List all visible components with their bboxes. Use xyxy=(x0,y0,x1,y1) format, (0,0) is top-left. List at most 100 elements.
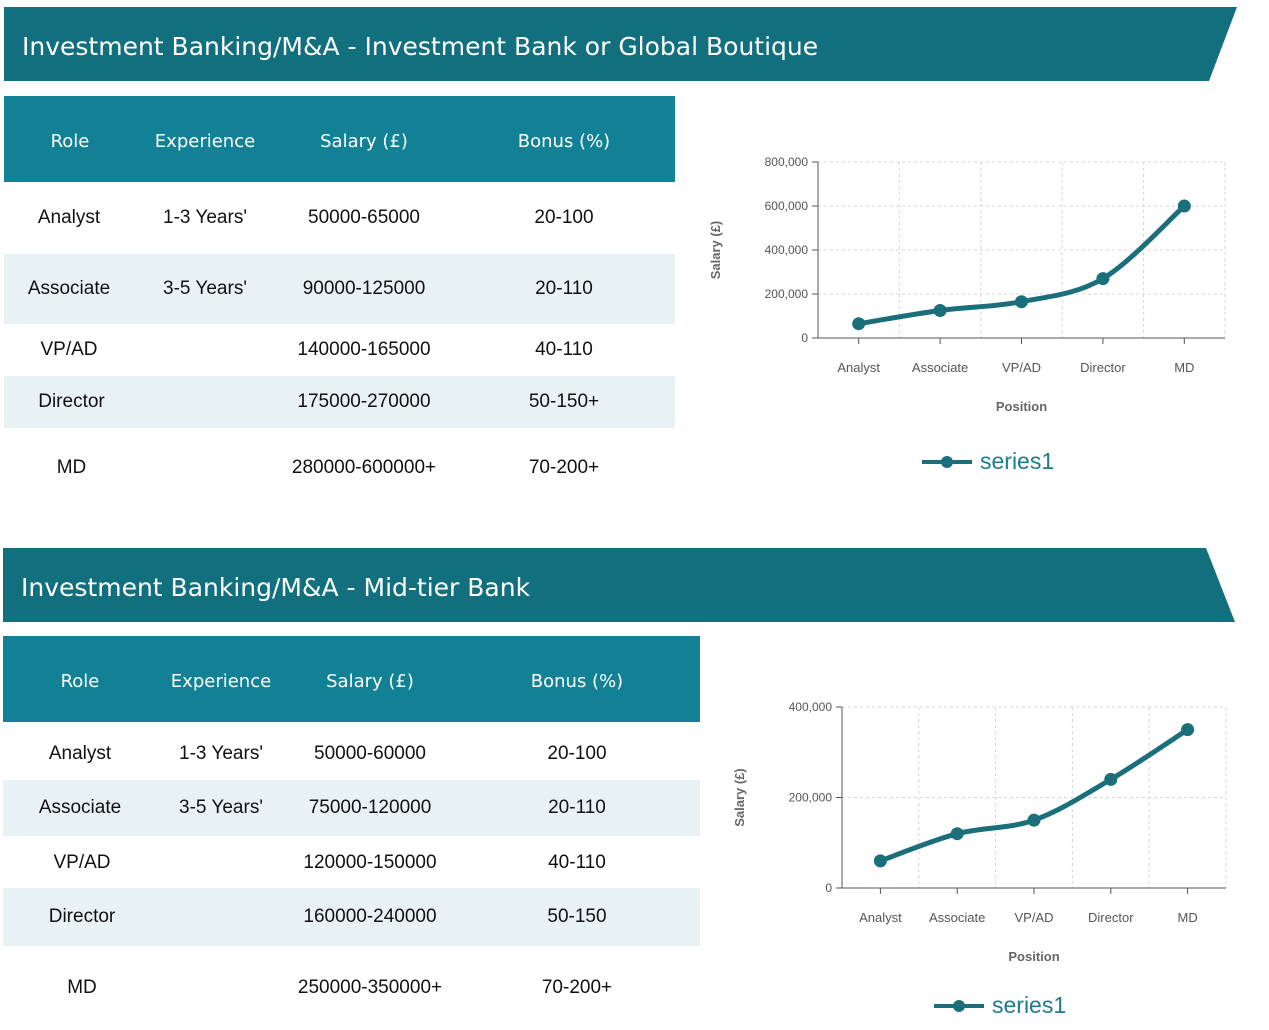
y-tick-label: 400,000 xyxy=(789,700,833,714)
series-line xyxy=(877,727,1191,864)
legend-label: series1 xyxy=(992,991,1067,1018)
header-bonus: Bonus (%) xyxy=(530,671,624,692)
cell-salary: 90000-125000 xyxy=(302,278,426,299)
cell-salary: 140000-165000 xyxy=(297,339,431,360)
header-salary: Salary (£) xyxy=(326,671,414,692)
data-point xyxy=(1181,723,1195,737)
cell-bonus: 50-150 xyxy=(547,906,607,927)
cell-role: Analyst xyxy=(37,207,101,228)
cell-experience: 1-3 Years' xyxy=(179,743,263,764)
data-point xyxy=(1015,295,1028,309)
legend-label: series1 xyxy=(980,447,1055,474)
chart-legend: series1 xyxy=(920,446,1054,476)
cell-role: VP/AD xyxy=(40,339,98,360)
header-experience: Experience xyxy=(154,131,256,152)
cell-experience: 3-5 Years' xyxy=(179,797,263,818)
header-experience: Experience xyxy=(170,671,272,692)
cell-bonus: 70-200+ xyxy=(541,977,613,998)
table-header: Role Experience Salary (£) Bonus (%) xyxy=(4,96,675,182)
data-point xyxy=(1096,272,1110,286)
table-row: Director 160000-240000 50-150 xyxy=(3,888,700,946)
y-tick-label: 0 xyxy=(801,331,808,345)
legend-line-icon xyxy=(934,1000,984,1012)
cell-salary: 280000-600000+ xyxy=(291,457,437,478)
cell-bonus: 20-110 xyxy=(535,278,593,299)
y-tick-label: 200,000 xyxy=(765,287,809,301)
salary-table: Role Experience Salary (£) Bonus (%) Ana… xyxy=(4,96,675,506)
cell-salary: 75000-120000 xyxy=(308,797,432,818)
x-tick-label: Director xyxy=(1080,360,1126,375)
data-point xyxy=(1027,813,1041,827)
table-header: Role Experience Salary (£) Bonus (%) xyxy=(3,636,700,722)
cell-role: Director xyxy=(38,391,105,412)
cell-bonus: 20-100 xyxy=(534,207,594,228)
x-tick-label: MD xyxy=(1174,360,1194,375)
cell-salary: 160000-240000 xyxy=(303,906,437,927)
legend-line-icon xyxy=(922,456,972,468)
y-axis-title: Salary (£) xyxy=(708,221,723,280)
salary-chart: 0 200,000 400,000 600,000 800,000 Analyst Asso… xyxy=(708,155,1226,414)
banner-shape xyxy=(3,548,1235,622)
table-row: Associate 3-5 Years' 90000-125000 20-110 xyxy=(4,254,675,324)
cell-role: VP/AD xyxy=(53,852,111,873)
cell-experience: 1-3 Years' xyxy=(163,207,247,228)
cell-role: Analyst xyxy=(48,743,112,764)
cell-bonus: 50-150+ xyxy=(528,391,600,412)
x-tick-label: Director xyxy=(1088,910,1134,925)
table-row: Analyst 1-3 Years' 50000-65000 20-100 xyxy=(4,182,675,254)
cell-salary: 175000-270000 xyxy=(297,391,431,412)
salary-chart: 0 200,000 400,000 Analyst Associate VP/AD Dire… xyxy=(732,700,1227,964)
y-tick-label: 400,000 xyxy=(765,243,809,257)
chart-legend: series1 xyxy=(932,990,1066,1020)
section-title: Investment Banking/M&A - Mid-tier Bank xyxy=(21,573,531,602)
header-role: Role xyxy=(60,671,100,692)
cell-salary: 250000-350000+ xyxy=(297,977,443,998)
cell-role: MD xyxy=(67,977,97,998)
cell-bonus: 20-110 xyxy=(548,797,606,818)
table-row: MD 280000-600000+ 70-200+ xyxy=(4,428,675,512)
section-banner: Investment Banking/M&A - Mid-tier Bank xyxy=(3,548,1235,622)
cell-role: Associate xyxy=(27,278,111,299)
table-row: Director 175000-270000 50-150+ xyxy=(4,376,675,428)
x-axis-title: Position xyxy=(1008,949,1059,964)
table-row: Analyst 1-3 Years' 50000-60000 20-100 xyxy=(3,722,700,780)
x-tick-label: Analyst xyxy=(837,360,880,375)
x-tick-label: Associate xyxy=(912,360,968,375)
cell-role: MD xyxy=(56,457,87,478)
header-role: Role xyxy=(50,131,90,152)
x-tick-label: Analyst xyxy=(859,910,902,925)
cell-salary: 50000-60000 xyxy=(314,743,426,764)
table-row: VP/AD 140000-165000 40-110 xyxy=(4,324,675,376)
cell-bonus: 20-100 xyxy=(547,743,607,764)
x-tick-label: MD xyxy=(1177,910,1197,925)
header-salary: Salary (£) xyxy=(320,131,408,152)
data-point xyxy=(1177,199,1191,213)
header-bonus: Bonus (%) xyxy=(517,131,611,152)
table-row: MD 250000-350000+ 70-200+ xyxy=(3,946,700,1026)
x-axis-title: Position xyxy=(996,399,1047,414)
salary-table: Role Experience Salary (£) Bonus (%) Ana… xyxy=(3,636,700,1026)
data-point xyxy=(873,854,887,868)
banner-shape xyxy=(4,7,1237,81)
data-point xyxy=(950,827,964,841)
y-axis-title: Salary (£) xyxy=(732,768,747,827)
x-tick-label: VP/AD xyxy=(1002,360,1041,375)
x-tick-label: VP/AD xyxy=(1014,910,1053,925)
cell-salary: 50000-65000 xyxy=(308,207,420,228)
y-tick-label: 800,000 xyxy=(765,155,809,169)
cell-bonus: 40-110 xyxy=(535,339,593,360)
x-tick-label: Associate xyxy=(929,910,985,925)
data-point xyxy=(933,304,947,317)
cell-role: Associate xyxy=(38,797,122,818)
y-tick-label: 0 xyxy=(825,881,832,895)
data-point xyxy=(852,317,866,331)
table-row: Associate 3-5 Years' 75000-120000 20-110 xyxy=(3,780,700,836)
data-point xyxy=(1104,772,1118,786)
section-banner: Investment Banking/M&A - Investment Bank… xyxy=(4,7,1237,81)
cell-bonus: 40-110 xyxy=(548,852,606,873)
cell-role: Director xyxy=(48,906,116,927)
cell-salary: 120000-150000 xyxy=(303,852,437,873)
cell-bonus: 70-200+ xyxy=(528,457,600,478)
table-row: VP/AD 120000-150000 40-110 xyxy=(3,836,700,888)
y-tick-label: 200,000 xyxy=(789,791,833,805)
